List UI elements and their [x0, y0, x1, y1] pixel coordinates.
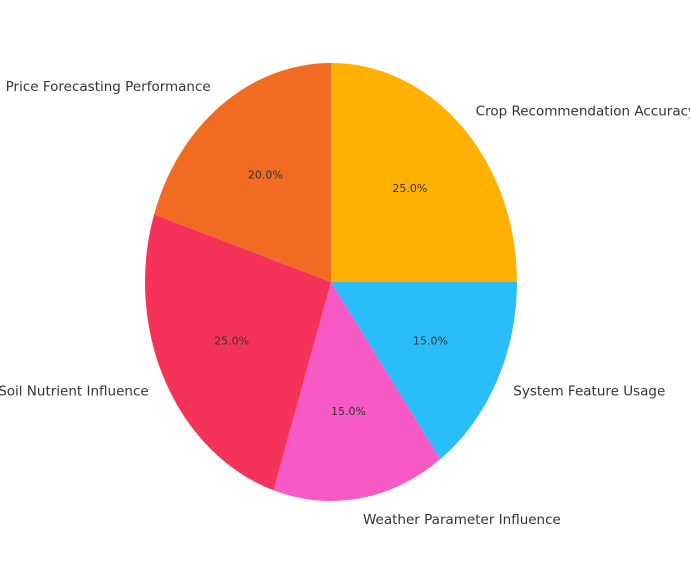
- pie-slice: [154, 63, 331, 282]
- pie-slice: [273, 282, 441, 501]
- slice-label: Soil Nutrient Influence: [0, 383, 149, 399]
- value-label: 20.0%: [248, 169, 283, 182]
- value-label: 15.0%: [331, 405, 366, 418]
- pie-slice: [331, 63, 517, 282]
- slice-label: Crop Recommendation Accuracy: [476, 104, 690, 120]
- pie-slice: [144, 214, 331, 491]
- value-label: 25.0%: [392, 182, 427, 195]
- slice-label: System Feature Usage: [513, 383, 665, 399]
- slice-label: Weather Parameter Influence: [363, 512, 561, 528]
- value-label: 25.0%: [214, 335, 249, 348]
- pie-slice: [331, 282, 517, 460]
- value-label: 15.0%: [413, 335, 448, 348]
- slice-label: Price Forecasting Performance: [6, 79, 211, 95]
